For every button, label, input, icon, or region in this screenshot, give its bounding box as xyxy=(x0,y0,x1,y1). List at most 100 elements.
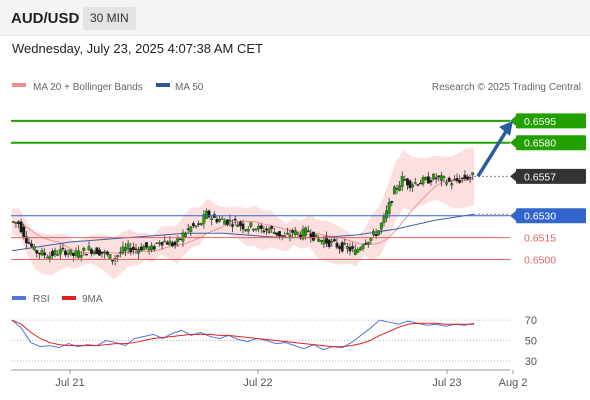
rsi-legend-label: RSI xyxy=(33,294,50,305)
projection-arrow-shaft xyxy=(476,128,509,178)
candle xyxy=(218,216,221,223)
candle-body xyxy=(265,228,268,231)
candle-body xyxy=(304,227,308,236)
candle-body xyxy=(424,177,428,180)
level-tag-pointer xyxy=(510,137,516,148)
candle-body xyxy=(53,250,57,255)
candle xyxy=(421,175,425,187)
candle-body xyxy=(351,246,355,249)
candle-body xyxy=(359,247,362,251)
candle-body xyxy=(385,210,389,219)
candle-body xyxy=(283,235,287,238)
candle-body xyxy=(434,177,438,180)
candle-body xyxy=(79,255,83,258)
candle xyxy=(455,173,459,184)
candle-body xyxy=(225,219,229,225)
candle-body xyxy=(220,218,224,220)
candle-body xyxy=(176,237,180,242)
candle-body xyxy=(400,176,404,187)
candle-body xyxy=(184,233,188,237)
candle-body xyxy=(270,226,274,229)
candle xyxy=(442,175,446,183)
candle xyxy=(312,231,315,242)
candle-body xyxy=(382,215,386,223)
candle-body xyxy=(150,245,154,251)
candle-body xyxy=(437,175,441,178)
candle-body xyxy=(241,223,245,230)
candle-body xyxy=(155,242,159,245)
candle xyxy=(61,243,65,252)
candle-body xyxy=(69,249,73,255)
candle-body xyxy=(100,251,104,254)
candle xyxy=(411,182,415,193)
candle xyxy=(458,175,462,185)
candle-body xyxy=(257,225,261,230)
candle xyxy=(30,239,34,249)
candle-body xyxy=(327,239,331,247)
candle-body xyxy=(348,247,352,252)
rsi-ma-line xyxy=(11,319,474,348)
candle xyxy=(439,171,443,187)
candle xyxy=(361,243,365,252)
candle-body xyxy=(92,251,96,254)
candle-body xyxy=(199,222,203,226)
candle-body xyxy=(207,210,211,218)
candle xyxy=(43,248,47,259)
candle-body xyxy=(272,232,276,234)
candle-body xyxy=(275,232,279,236)
candle-body xyxy=(463,174,467,179)
candle-body xyxy=(186,228,190,230)
candle-body xyxy=(30,243,34,247)
candle-body xyxy=(254,228,258,231)
candle-body xyxy=(191,223,195,227)
level-label: 0.6515 xyxy=(524,233,556,245)
candle-body xyxy=(288,234,292,238)
candle-body xyxy=(139,246,143,251)
chart-header: AUD/USD 30 MIN xyxy=(0,0,590,36)
candle-body xyxy=(37,252,41,255)
candle xyxy=(379,222,383,234)
candle xyxy=(108,253,112,260)
candle xyxy=(241,219,245,234)
candle xyxy=(233,215,237,226)
candle-body xyxy=(291,230,295,233)
candle-body xyxy=(330,241,334,243)
candle-body xyxy=(338,246,342,249)
candle-body xyxy=(267,228,271,233)
candle xyxy=(249,222,253,229)
candle xyxy=(220,215,224,220)
candle-body xyxy=(395,188,399,190)
candle-body xyxy=(48,255,52,259)
candle xyxy=(356,247,360,254)
candle-body xyxy=(95,247,99,255)
candle-body xyxy=(372,231,375,235)
candle-body xyxy=(142,246,146,251)
candle-body xyxy=(197,223,201,225)
candle-body xyxy=(452,178,456,181)
candle-body xyxy=(19,221,23,233)
candle-body xyxy=(374,233,378,237)
candle-body xyxy=(285,232,289,235)
candle-body xyxy=(45,256,49,259)
candle-body xyxy=(223,220,227,225)
timeframe-badge[interactable]: 30 MIN xyxy=(83,7,136,30)
candle-body xyxy=(71,252,75,256)
candle xyxy=(202,210,206,229)
candle xyxy=(199,222,203,226)
candle-body xyxy=(82,247,86,251)
candle-body xyxy=(131,246,135,250)
candle-body xyxy=(87,246,91,251)
candle xyxy=(392,185,396,195)
candle-body xyxy=(458,179,462,183)
candle-body xyxy=(168,240,172,246)
level-label: 0.6580 xyxy=(524,138,556,150)
candle-body xyxy=(218,219,221,222)
projection-arrow-head xyxy=(499,120,513,136)
candle-body xyxy=(97,249,101,256)
candle xyxy=(163,235,167,243)
candle-body xyxy=(152,246,156,250)
candle xyxy=(231,219,235,233)
candle xyxy=(137,246,141,260)
candle-body xyxy=(366,241,370,245)
candle xyxy=(398,180,402,192)
